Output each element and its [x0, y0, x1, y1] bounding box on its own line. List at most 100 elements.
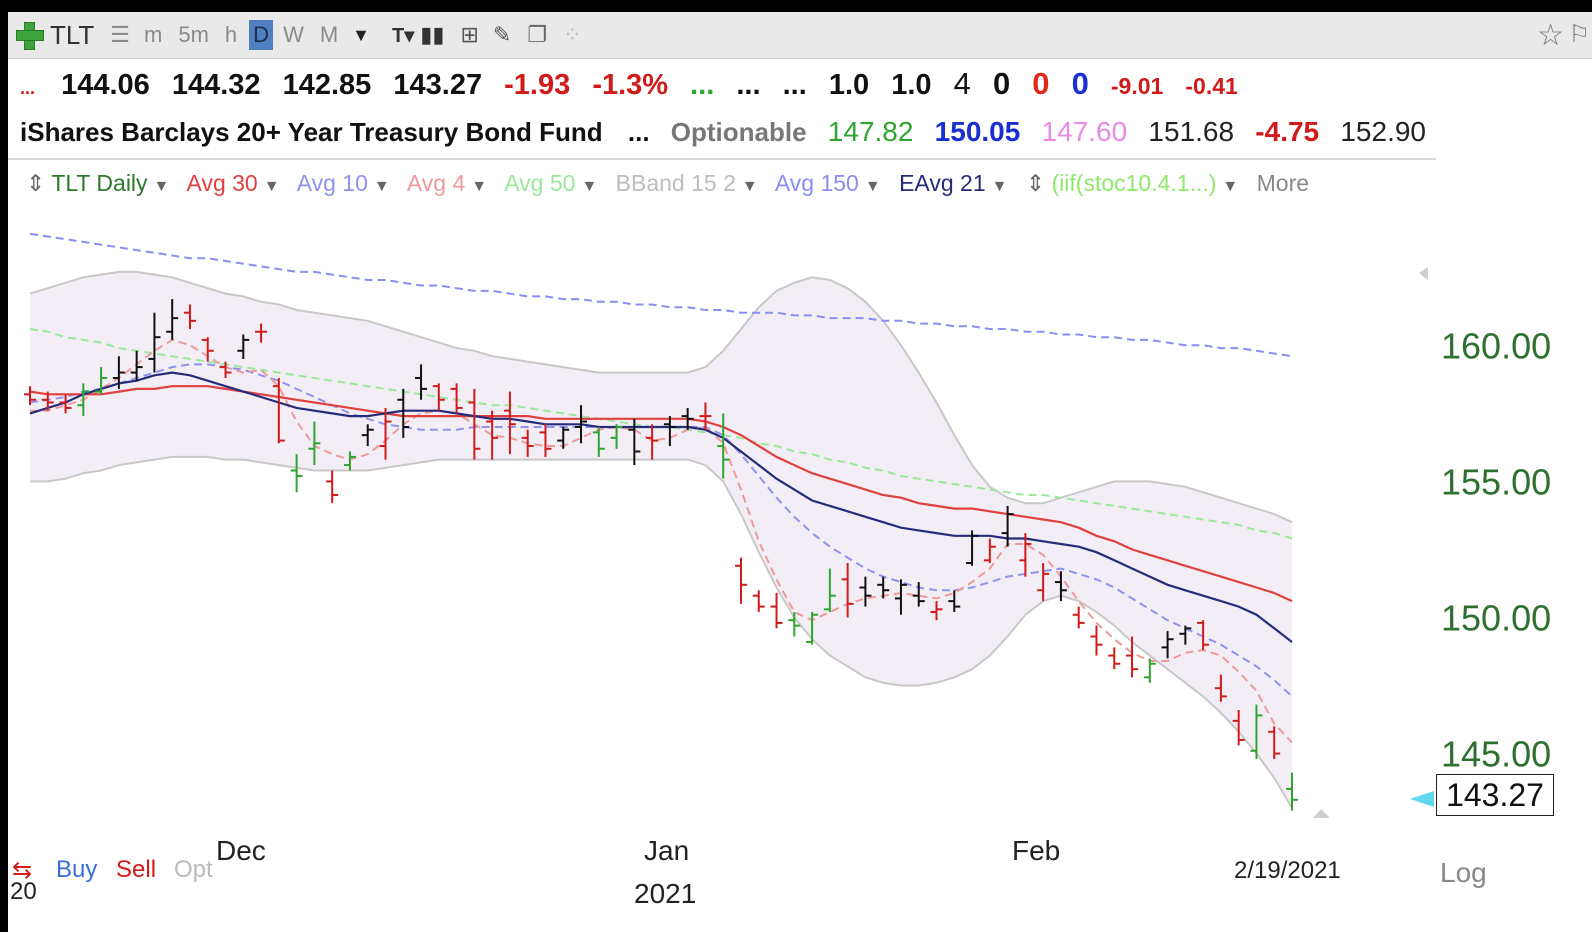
ohlc-bar [308, 421, 321, 466]
dots-icon[interactable]: ⁘ [563, 22, 582, 47]
ohlc-bar [930, 601, 943, 621]
ohlc-bar [610, 424, 623, 449]
ohlc-bar [503, 391, 516, 455]
ohlc-bar [415, 364, 428, 400]
ohlc-bar [148, 312, 161, 373]
avg150-line [29, 232, 1293, 358]
interval-minute[interactable]: m [144, 22, 163, 47]
ohlc-bar [1179, 625, 1192, 645]
opt-button[interactable]: Opt [174, 856, 213, 883]
sell-button[interactable]: Sell [116, 856, 157, 883]
legend-more[interactable]: More [1256, 170, 1310, 196]
ohlc-bar [112, 356, 125, 389]
dropdown-icon[interactable]: ▼ [352, 24, 370, 45]
ohlc-bar [663, 416, 676, 447]
interval-5m[interactable]: 5m [178, 22, 209, 47]
ohlc-bar [788, 612, 801, 637]
fund-dots: ... [627, 117, 650, 147]
interval-monthly[interactable]: M [319, 22, 339, 47]
dropdown-icon[interactable]: ▼ [741, 178, 758, 195]
ohlc-bar [24, 386, 36, 406]
dropdown-icon[interactable]: ▼ [864, 178, 881, 195]
quote-n4: 0 [1071, 66, 1089, 101]
ohlc-bar [1214, 674, 1227, 702]
quote-v1: 1.0 [828, 69, 870, 101]
legend-bband[interactable]: BBand 15 2 [615, 170, 736, 196]
text-tool-icon[interactable]: T▾ [391, 24, 415, 47]
year-prefix: 20 [10, 878, 37, 905]
legend-avg10[interactable]: Avg 10 [296, 170, 368, 196]
quote-m2: -0.41 [1185, 73, 1238, 99]
legend-avg50[interactable]: Avg 50 [504, 170, 576, 196]
interval-weekly[interactable]: W [283, 22, 304, 47]
fund-f5: -4.75 [1255, 116, 1320, 147]
toolbar: TLT ☰ m 5m h D W M ▼ T▾ ▮▮ ⊞ ✎ ❐ ⁘ ☆ ⚐ [8, 12, 1592, 59]
header-divider [8, 158, 1436, 160]
ohlc-bar [1197, 620, 1210, 651]
ohlc-bar [1286, 772, 1298, 811]
interval-hour[interactable]: h [224, 22, 238, 47]
quote-low: 142.85 [282, 69, 372, 101]
ohlc-bar [841, 563, 854, 618]
ohlc-bar [1250, 704, 1263, 759]
ohlc-bar [859, 576, 872, 607]
ohlc-bar [770, 592, 783, 629]
dropdown-icon[interactable]: ▼ [373, 178, 390, 195]
avg10-line [29, 363, 1293, 698]
bband-upper-line [29, 270, 1293, 524]
legend-ema21[interactable]: EAvg 21 [899, 170, 986, 196]
ohlc-bar [734, 557, 747, 604]
legend-avg30[interactable]: Avg 30 [186, 170, 258, 196]
ohlc-bar [379, 407, 392, 460]
legend-stoc[interactable]: (iif(stoc10.4.1...) [1051, 170, 1217, 196]
flag-icon[interactable]: ⚐ [1568, 21, 1590, 48]
ohlc-bar [948, 590, 961, 613]
ohlc-bar [343, 451, 356, 471]
ohlc-bar [432, 383, 445, 411]
grid-icon[interactable]: ⊞ [460, 22, 479, 47]
ohlc-bar [219, 361, 232, 378]
y-tick-label: 155.00 [1441, 461, 1551, 502]
move-handle-icon[interactable]: ⇕ [1025, 170, 1046, 196]
dropdown-icon[interactable]: ▼ [581, 178, 598, 195]
ohlc-bar [237, 334, 250, 359]
move-handle-icon[interactable]: ⇕ [26, 170, 46, 196]
indicator-legend: ⇕ TLT Daily ▼ Avg 30 ▼ Avg 10 ▼ Avg 4 ▼ Avg … [26, 170, 1315, 197]
pages-icon[interactable]: ❐ [527, 22, 548, 47]
list-icon[interactable]: ☰ [110, 22, 131, 47]
ohlc-bar [1126, 636, 1139, 678]
x-label-dec: Dec [216, 835, 266, 866]
symbol-field[interactable]: TLT [50, 19, 95, 50]
ohlc-bar [823, 568, 836, 613]
dropdown-icon[interactable]: ▼ [471, 178, 488, 195]
chart-window: TLT ☰ m 5m h D W M ▼ T▾ ▮▮ ⊞ ✎ ❐ ⁘ ☆ ⚐ .… [8, 12, 1592, 932]
quote-n1: 4 [953, 66, 971, 101]
bar-style-icon[interactable]: ▮▮ [420, 22, 445, 47]
dropdown-icon[interactable]: ▼ [153, 178, 170, 195]
pencil-icon[interactable]: ✎ [492, 22, 512, 47]
ohlc-bar [486, 410, 499, 460]
log-scale-toggle[interactable]: Log [1440, 857, 1487, 888]
legend-title[interactable]: TLT Daily [51, 170, 148, 196]
fund-f4: 151.68 [1148, 116, 1235, 147]
star-icon[interactable]: ☆ [1537, 19, 1564, 52]
ohlc-bar [1108, 647, 1121, 670]
ohlc-bar [1161, 631, 1174, 659]
plus-icon[interactable] [14, 20, 44, 50]
dropdown-icon[interactable]: ▼ [263, 178, 280, 195]
price-chart[interactable]: 160.00 155.00 150.00 145.00 [8, 12, 1592, 932]
interval-daily[interactable]: D [249, 20, 274, 50]
ohlc-bar [1143, 658, 1156, 683]
fund-name: iShares Barclays 20+ Year Treasury Bond … [20, 117, 603, 147]
dropdown-icon[interactable]: ▼ [991, 178, 1008, 195]
y-tick-label: 150.00 [1441, 597, 1551, 638]
order-icon[interactable]: ⇆ [12, 857, 33, 884]
dropdown-icon[interactable]: ▼ [1222, 178, 1239, 195]
legend-avg150[interactable]: Avg 150 [774, 170, 859, 196]
ohlc-bar [397, 388, 410, 438]
legend-avg4[interactable]: Avg 4 [406, 170, 466, 196]
quote-dots-1: ... [736, 69, 761, 101]
last-date-label: 2/19/2021 [1234, 857, 1341, 884]
buy-button[interactable]: Buy [56, 856, 98, 883]
ohlc-bar [77, 383, 90, 417]
